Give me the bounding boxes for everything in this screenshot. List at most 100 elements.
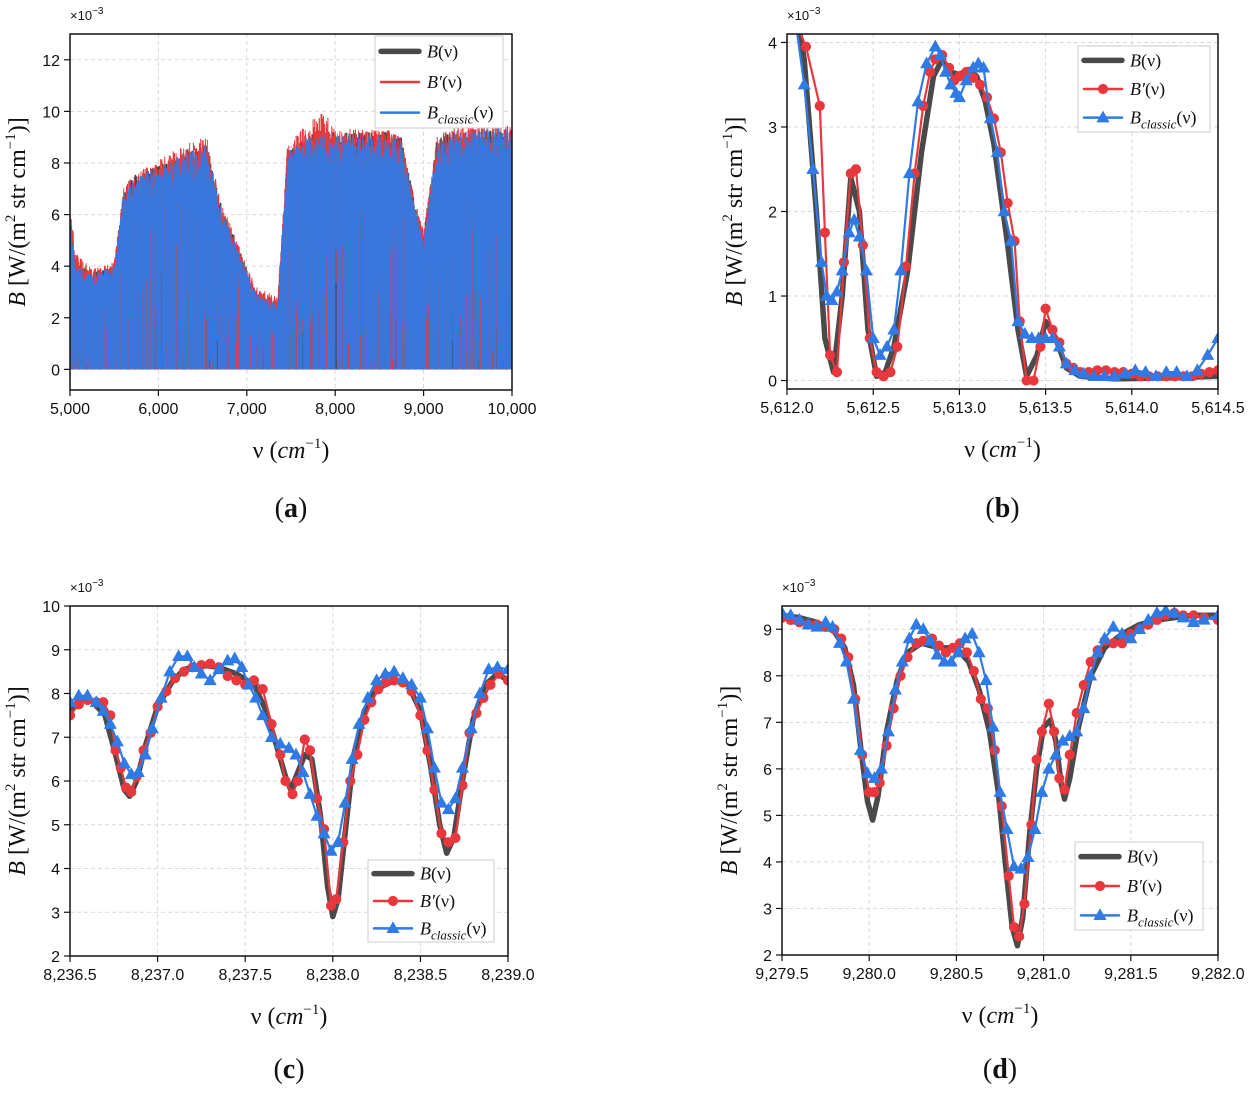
data-point xyxy=(814,100,825,111)
y-tick-label: 9 xyxy=(51,643,60,660)
data-point xyxy=(1007,859,1021,872)
data-point xyxy=(180,649,194,662)
multiplier-exponent: −3 xyxy=(92,578,104,589)
data-point xyxy=(1128,363,1142,376)
xlabel-unit: cm xyxy=(275,1004,303,1030)
data-point xyxy=(1180,369,1194,382)
data-point xyxy=(1045,331,1060,343)
x-tick-label: 9,281.0 xyxy=(1017,966,1070,983)
data-point xyxy=(881,724,895,737)
y-axis-label: B [W/(m2 str cm−1)] xyxy=(715,686,743,875)
data-point xyxy=(1211,608,1218,621)
data-point xyxy=(441,802,455,815)
ylabel-unit-mid: str cm xyxy=(5,718,31,784)
y-tick-label: 8 xyxy=(51,156,60,173)
ylabel-unit: [W/(m xyxy=(717,790,743,860)
data-point xyxy=(1004,234,1018,246)
data-point xyxy=(280,775,291,787)
caption-letter: b xyxy=(995,493,1011,524)
ylabel-exp-neg1: −1 xyxy=(3,702,19,718)
data-point xyxy=(194,666,208,679)
data-point xyxy=(235,660,249,672)
data-point xyxy=(909,617,923,630)
y-tick-label: 6 xyxy=(51,208,60,225)
data-point xyxy=(847,212,861,225)
data-point xyxy=(961,647,972,658)
data-point xyxy=(1048,726,1060,737)
multiplier-exponent: −3 xyxy=(804,578,816,589)
x-tick-label: 5,613.0 xyxy=(933,400,986,417)
data-point xyxy=(1028,375,1039,386)
data-point xyxy=(317,826,331,839)
data-point xyxy=(830,284,844,297)
xlabel-unit: cm xyxy=(277,438,305,464)
caption-letter: a xyxy=(284,493,298,524)
data-point xyxy=(880,339,894,352)
data-point xyxy=(959,73,973,86)
legend-symbol: B xyxy=(1127,847,1138,867)
y-tick-label: 12 xyxy=(42,53,60,70)
data-point xyxy=(455,760,470,773)
data-point xyxy=(797,77,811,90)
data-point xyxy=(1201,348,1215,360)
legend-label-bprime: B′(ν) xyxy=(427,72,462,93)
plot-frame xyxy=(781,605,1219,956)
data-point xyxy=(928,39,942,52)
xlabel-exponent: −1 xyxy=(1014,1001,1030,1017)
chart-panel-d: 9,279.5 9,280.0 9,280.5 9,281.0 9,281.5 9,282… xyxy=(715,578,1245,1085)
data-point xyxy=(979,673,993,686)
data-point xyxy=(859,263,873,276)
data-point xyxy=(1197,612,1211,625)
multiplier-exponent: −3 xyxy=(809,6,821,17)
ylabel-symbol: B xyxy=(5,292,31,307)
legend-marker-bclassic xyxy=(1096,110,1110,123)
data-point xyxy=(501,662,508,675)
x-tick-label: 8,239.0 xyxy=(481,967,534,984)
data-point xyxy=(163,664,177,677)
caption-letter: d xyxy=(992,1054,1008,1085)
data-point xyxy=(887,322,901,335)
data-point xyxy=(352,717,366,729)
legend-argument: (ν) xyxy=(466,918,486,939)
data-point xyxy=(138,747,152,760)
data-point xyxy=(228,651,242,664)
y-tick-label: 4 xyxy=(51,259,60,276)
data-point xyxy=(983,111,997,124)
data-point xyxy=(835,263,849,276)
data-point xyxy=(940,647,952,658)
data-point xyxy=(924,66,936,78)
ylabel-exp2: 2 xyxy=(715,783,731,791)
caption-paren-open: ( xyxy=(275,493,284,524)
data-point xyxy=(806,162,820,174)
legend: B(ν)B′(ν)Bclassic(ν) xyxy=(374,35,504,129)
data-point xyxy=(800,41,812,52)
y-tick-label: 3 xyxy=(51,905,60,922)
y-tick-label: 2 xyxy=(768,205,777,222)
y-tick-label: 10 xyxy=(42,104,60,121)
legend-symbol: B xyxy=(1130,108,1141,128)
y-tick-label: 2 xyxy=(51,949,60,966)
data-point xyxy=(825,350,836,361)
data-point xyxy=(975,693,986,705)
data-point xyxy=(869,787,880,798)
multiplier-base: ×10 xyxy=(782,580,804,595)
xlabel-unit: cm xyxy=(989,437,1017,463)
data-point xyxy=(96,703,110,716)
data-point xyxy=(1084,668,1098,681)
x-tick-label: 7,000 xyxy=(227,401,267,418)
y-tick-label: 6 xyxy=(51,774,60,791)
x-tick-label: 5,612.0 xyxy=(760,400,813,417)
legend-symbol: B xyxy=(1130,50,1141,70)
data-point xyxy=(310,808,324,821)
data-point xyxy=(782,606,789,618)
xlabel-exponent: −1 xyxy=(303,1002,319,1018)
panel-caption: (b) xyxy=(985,493,1019,524)
data-point xyxy=(296,765,310,777)
y-tick-label: 3 xyxy=(763,901,772,918)
data-point xyxy=(222,670,233,682)
xlabel-nu: ν ( xyxy=(962,1003,987,1029)
y-tick-label: 3 xyxy=(768,120,777,137)
plot-area xyxy=(70,649,508,920)
xlabel-close: ) xyxy=(319,1004,327,1030)
